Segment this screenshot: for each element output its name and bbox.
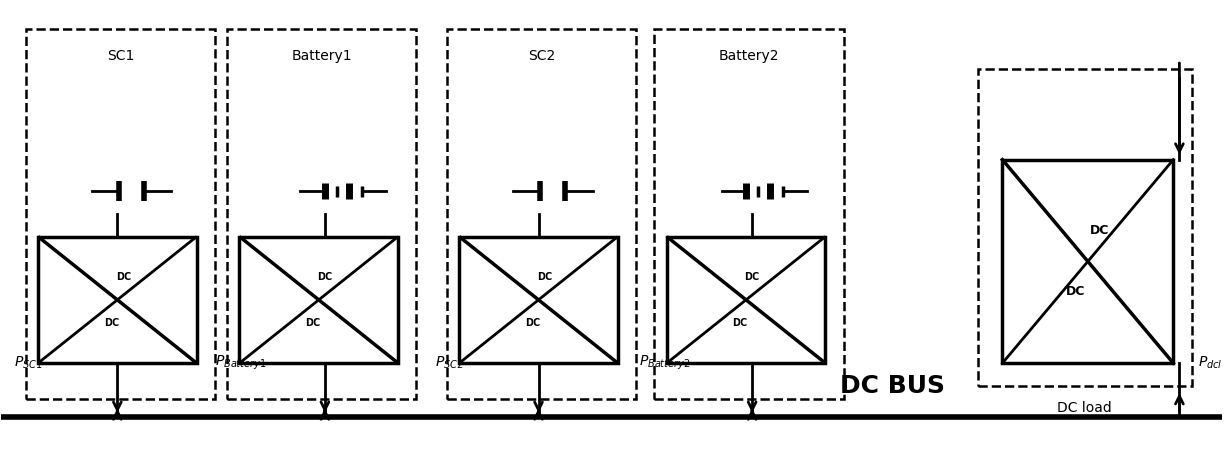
Text: Battery2: Battery2 bbox=[719, 49, 779, 63]
FancyBboxPatch shape bbox=[666, 237, 826, 363]
Text: DC: DC bbox=[745, 272, 760, 282]
Text: DC load: DC load bbox=[1057, 401, 1112, 415]
Text: SC2: SC2 bbox=[528, 49, 556, 63]
Text: Battery1: Battery1 bbox=[291, 49, 353, 63]
FancyBboxPatch shape bbox=[460, 237, 618, 363]
Text: $P_{SC1}$: $P_{SC1}$ bbox=[14, 355, 42, 371]
Text: DC BUS: DC BUS bbox=[841, 374, 945, 398]
FancyBboxPatch shape bbox=[38, 237, 197, 363]
Text: DC: DC bbox=[317, 272, 333, 282]
FancyBboxPatch shape bbox=[240, 237, 398, 363]
Text: DC: DC bbox=[732, 318, 747, 328]
Text: DC: DC bbox=[537, 272, 552, 282]
Text: DC: DC bbox=[103, 318, 119, 328]
Text: SC1: SC1 bbox=[107, 49, 134, 63]
Text: DC: DC bbox=[305, 318, 321, 328]
Text: $P_{SC2}$: $P_{SC2}$ bbox=[435, 355, 463, 371]
Text: $P_{Battery2}$: $P_{Battery2}$ bbox=[639, 354, 691, 372]
Text: DC: DC bbox=[116, 272, 132, 282]
FancyBboxPatch shape bbox=[1003, 160, 1174, 363]
Text: DC: DC bbox=[1090, 224, 1110, 238]
Text: $P_{Battery1}$: $P_{Battery1}$ bbox=[215, 354, 267, 372]
Text: DC: DC bbox=[525, 318, 540, 328]
Text: DC: DC bbox=[1066, 285, 1085, 298]
Text: $P_{dcl}$: $P_{dcl}$ bbox=[1198, 355, 1223, 371]
